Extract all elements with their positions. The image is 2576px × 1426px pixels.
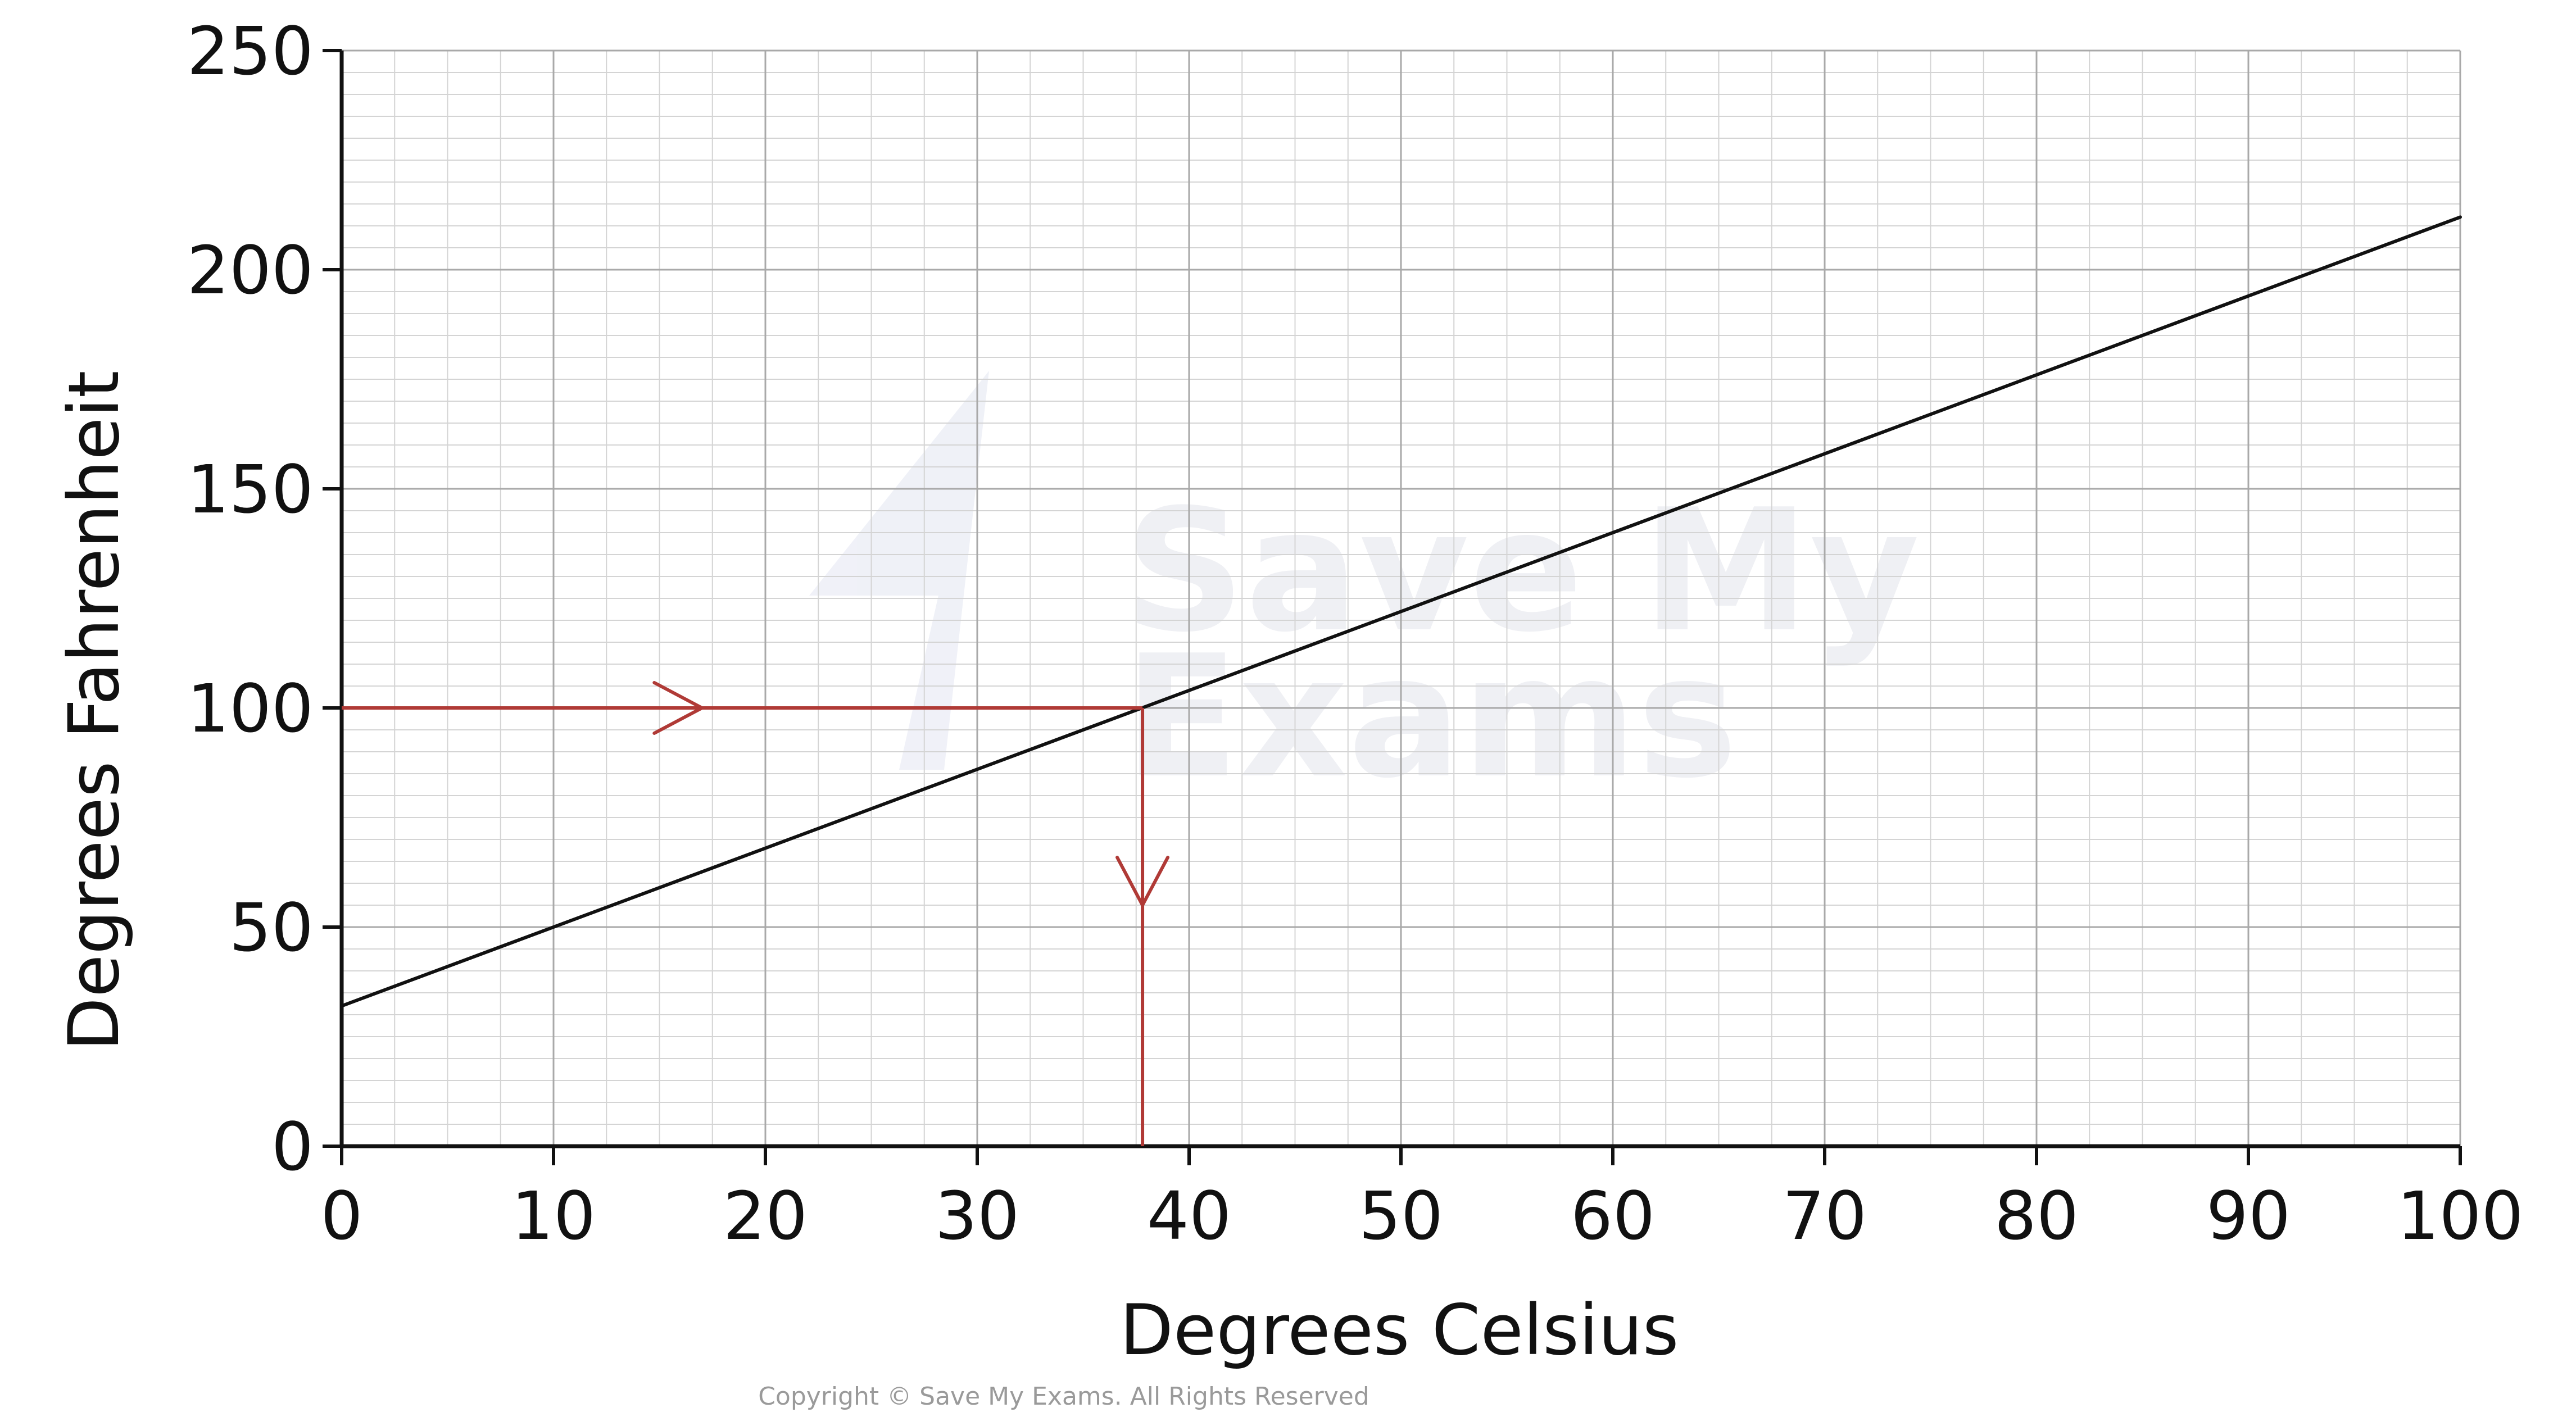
x-tick-label: 30 — [935, 1177, 1019, 1255]
x-tick-label: 60 — [1571, 1177, 1655, 1255]
annotation-arrowhead-down — [1115, 856, 1170, 907]
x-axis-title: Degrees Celsius — [1120, 1290, 1679, 1371]
y-tick-label: 50 — [229, 889, 314, 966]
y-tick-label: 150 — [187, 451, 314, 528]
y-tick-label: 100 — [187, 670, 314, 747]
x-tick-label: 80 — [1994, 1177, 2079, 1255]
x-tick-label: 70 — [1783, 1177, 1867, 1255]
watermark-text-line2: Exams — [1124, 619, 1738, 815]
watermark-logo-shape — [809, 371, 989, 596]
watermark-text-line1: Save My — [1124, 473, 1920, 669]
series-lines — [340, 215, 2462, 1008]
copyright-text: Copyright © Save My Exams. All Rights Re… — [758, 1382, 1369, 1411]
watermark: Save My Exams — [809, 371, 1920, 815]
series-line — [340, 215, 2462, 1008]
x-tick-label: 10 — [511, 1177, 596, 1255]
watermark-logo-shape — [899, 371, 989, 770]
x-axis-ticks: 0 10 20 30 40 50 60 70 80 90 100 — [320, 1146, 2524, 1255]
y-tick-label: 200 — [187, 231, 314, 309]
x-tick-label: 50 — [1359, 1177, 1443, 1255]
x-tick-label: 90 — [2206, 1177, 2291, 1255]
x-tick-label: 40 — [1147, 1177, 1231, 1255]
x-tick-label: 0 — [320, 1177, 362, 1255]
x-tick-label: 100 — [2397, 1177, 2523, 1255]
y-tick-label: 0 — [271, 1108, 314, 1186]
x-tick-label: 20 — [723, 1177, 808, 1255]
grid — [341, 49, 2461, 1147]
y-axis-ticks: 0 50 100 150 200 250 — [187, 12, 342, 1186]
reading-annotation — [342, 681, 1170, 1146]
y-axis-title: Degrees Fahrenheit — [54, 371, 135, 1051]
y-tick-label: 250 — [187, 12, 314, 90]
annotation-arrowhead-right — [652, 681, 704, 735]
